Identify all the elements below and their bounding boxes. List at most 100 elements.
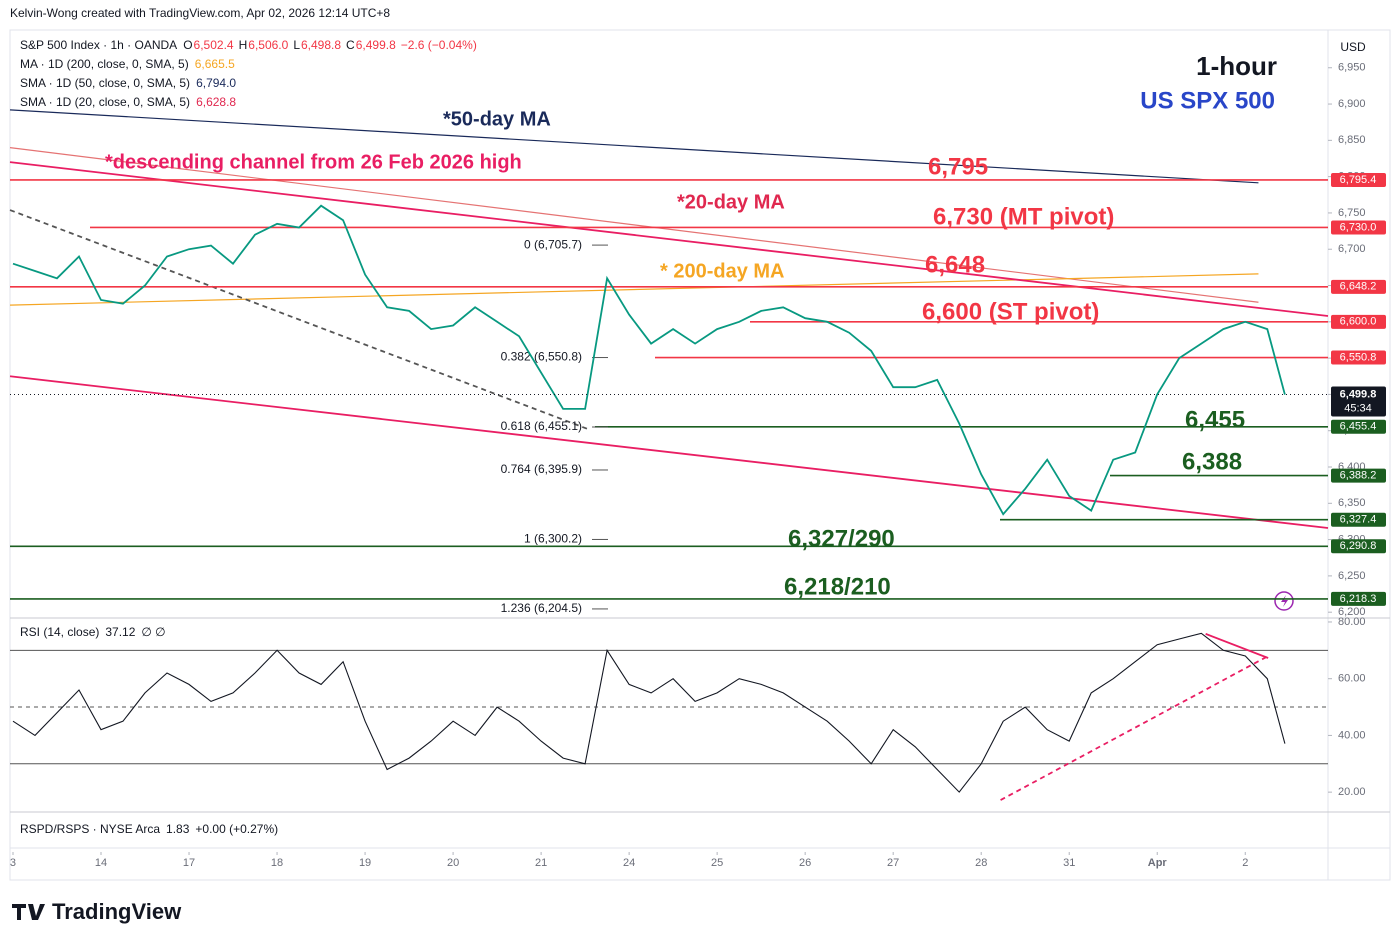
countdown: 45:34: [1344, 402, 1372, 414]
fib-label: 1 (6,300.2): [524, 532, 582, 546]
annotation: 6,388: [1182, 448, 1242, 475]
price-tag: [1331, 591, 1386, 606]
price-tag-label: 6,388.2: [1340, 469, 1377, 481]
price-tag: [1331, 172, 1386, 187]
annotation: 6,455: [1185, 406, 1245, 433]
y-tick-label: 60.00: [1338, 673, 1366, 685]
x-tick-label: 26: [799, 857, 811, 869]
sub-label: RSPD/RSPS · NYSE Arca: [20, 822, 160, 836]
price-tag-label: 6,648.2: [1340, 281, 1377, 293]
annotation: 1-hour: [1196, 51, 1277, 81]
credit: Kelvin-Wong created with TradingView.com…: [10, 6, 390, 20]
x-tick-label: 31: [1063, 857, 1075, 869]
price-tag-label: 6,218.3: [1340, 593, 1377, 605]
trend-line: [1205, 633, 1269, 659]
indicator-value: 6,794.0: [196, 76, 236, 90]
ohlc-value: 6,506.0: [248, 38, 288, 52]
x-tick-label: 18: [271, 857, 283, 869]
annotation: 6,327/290: [788, 525, 895, 552]
price-tag-label: 6,290.8: [1340, 540, 1377, 552]
price-tag: [1331, 539, 1386, 554]
price-tag-label: 6,455.4: [1340, 421, 1377, 433]
fib-label: 0.618 (6,455.1): [501, 419, 582, 433]
symbol: S&P 500 Index · 1h · OANDA: [20, 38, 177, 52]
price-line: [12, 204, 1286, 516]
price-tag: [1331, 512, 1386, 527]
x-tick-label: Apr: [1148, 857, 1168, 869]
ohlc-value: 6,499.8: [356, 38, 396, 52]
annotation: 6,648: [925, 251, 985, 278]
y-tick-label: 6,350: [1338, 497, 1366, 509]
price-tag: [1331, 220, 1386, 235]
y-tick-label: 6,200: [1338, 606, 1366, 618]
annotation: 6,730 (MT pivot): [933, 203, 1114, 230]
x-tick-label: 20: [447, 857, 459, 869]
fib-label: 0.382 (6,550.8): [501, 350, 582, 364]
fib-label: 0.764 (6,395.9): [501, 462, 582, 476]
last-price-tag: [1331, 386, 1386, 417]
x-tick-label: 21: [535, 857, 547, 869]
y-tick-label: 40.00: [1338, 729, 1366, 741]
price-tag: [1331, 419, 1386, 434]
annotation: 6,795: [928, 153, 988, 180]
indicator-label: MA · 1D (200, close, 0, SMA, 5): [20, 57, 189, 71]
sub-value: 1.83: [166, 822, 190, 836]
annotation: *descending channel from 26 Feb 2026 hig…: [105, 151, 522, 173]
y-tick-label: 6,700: [1338, 243, 1366, 255]
x-tick-label: 3: [10, 857, 16, 869]
x-tick-label: 24: [623, 857, 635, 869]
x-tick-label: 28: [975, 857, 987, 869]
ohlc-value: 6,498.8: [301, 38, 341, 52]
trend-line: [9, 147, 1259, 303]
rsi-value: 37.12: [105, 625, 135, 639]
change: −2.6 (−0.04%): [401, 38, 477, 52]
rsi-line: [12, 632, 1286, 793]
rsi-suffix: ∅ ∅: [141, 625, 165, 639]
x-tick-label: 25: [711, 857, 723, 869]
brand: TradingView: [52, 899, 182, 924]
y-tick-label: 80.00: [1338, 616, 1366, 628]
sub-change: +0.00 (+0.27%): [195, 822, 278, 836]
ohlc-key: L: [293, 38, 300, 52]
alert-icon-bolt: [1281, 595, 1288, 607]
x-tick-label: 14: [95, 857, 107, 869]
indicator-label: SMA · 1D (20, close, 0, SMA, 5): [20, 95, 190, 109]
price-tag-label: 6,327.4: [1340, 514, 1377, 526]
ohlc-key: C: [346, 38, 355, 52]
y-tick-label: 6,250: [1338, 570, 1366, 582]
currency[interactable]: USD: [1340, 40, 1366, 54]
price-tag: [1331, 279, 1386, 294]
indicator-label: SMA · 1D (50, close, 0, SMA, 5): [20, 76, 190, 90]
price-tag: [1331, 350, 1386, 365]
annotation: 6,600 (ST pivot): [922, 298, 1099, 325]
trend-line: [9, 375, 1329, 529]
ohlc-key: H: [239, 38, 248, 52]
trend-line: [9, 161, 1329, 317]
chart-frame: [9, 29, 1391, 881]
price-tag: [1331, 468, 1386, 483]
trend-line: [1000, 655, 1269, 801]
annotation: 6,218/210: [784, 573, 891, 600]
x-tick-label: 2: [1242, 857, 1248, 869]
fib-label: 1.236 (6,204.5): [501, 601, 582, 615]
price-tag-label: 6,795.4: [1340, 174, 1377, 186]
last-price-label: 6,499.8: [1340, 388, 1377, 400]
x-tick-label: 27: [887, 857, 899, 869]
ohlc-key: O: [183, 38, 192, 52]
price-tag-label: 6,730.0: [1340, 221, 1377, 233]
brand-logo: TradingView: [12, 899, 182, 924]
price-tag-label: 6,550.8: [1340, 351, 1377, 363]
price-tag-label: 6,600.0: [1340, 316, 1377, 328]
x-tick-label: 19: [359, 857, 371, 869]
trend-line: [9, 109, 1259, 184]
x-tick-label: 17: [183, 857, 195, 869]
indicator-value: 6,665.5: [195, 57, 235, 71]
fib-label: 0 (6,705.7): [524, 237, 582, 251]
y-tick-label: 6,850: [1338, 134, 1366, 146]
indicator-value: 6,628.8: [196, 95, 236, 109]
y-tick-label: 20.00: [1338, 786, 1366, 798]
y-tick-label: 6,950: [1338, 62, 1366, 74]
trend-line: [9, 273, 1259, 306]
